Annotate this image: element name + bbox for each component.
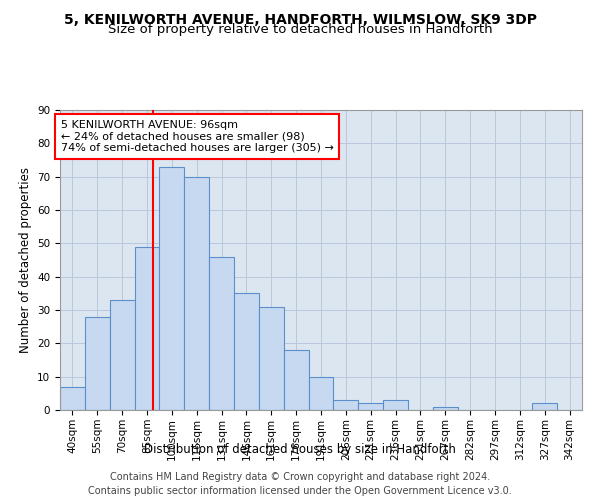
Bar	[433, 406, 458, 410]
Bar	[532, 404, 557, 410]
Bar	[284, 350, 308, 410]
Bar	[110, 300, 134, 410]
Bar	[234, 294, 259, 410]
Bar	[184, 176, 209, 410]
Bar	[209, 256, 234, 410]
Text: 5 KENILWORTH AVENUE: 96sqm
← 24% of detached houses are smaller (98)
74% of semi: 5 KENILWORTH AVENUE: 96sqm ← 24% of deta…	[61, 120, 334, 153]
Bar	[308, 376, 334, 410]
Bar	[160, 166, 184, 410]
Bar	[60, 386, 85, 410]
Bar	[383, 400, 408, 410]
Text: Contains HM Land Registry data © Crown copyright and database right 2024.: Contains HM Land Registry data © Crown c…	[110, 472, 490, 482]
Text: Contains public sector information licensed under the Open Government Licence v3: Contains public sector information licen…	[88, 486, 512, 496]
Bar	[259, 306, 284, 410]
Bar	[358, 404, 383, 410]
Text: 5, KENILWORTH AVENUE, HANDFORTH, WILMSLOW, SK9 3DP: 5, KENILWORTH AVENUE, HANDFORTH, WILMSLO…	[64, 12, 536, 26]
Bar	[85, 316, 110, 410]
Bar	[334, 400, 358, 410]
Bar	[134, 246, 160, 410]
Text: Distribution of detached houses by size in Handforth: Distribution of detached houses by size …	[144, 442, 456, 456]
Text: Size of property relative to detached houses in Handforth: Size of property relative to detached ho…	[107, 22, 493, 36]
Y-axis label: Number of detached properties: Number of detached properties	[19, 167, 32, 353]
